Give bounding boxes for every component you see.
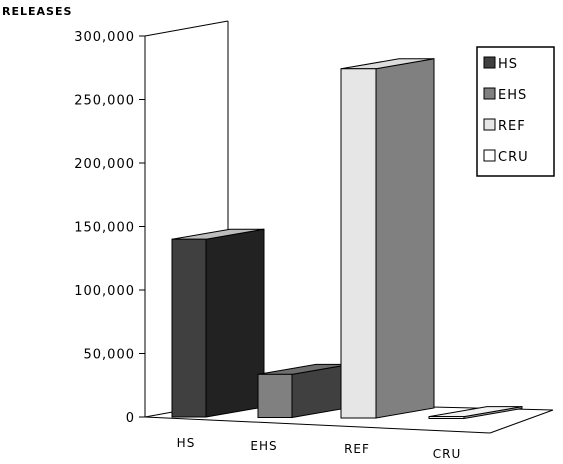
bar-front (428, 416, 465, 420)
bar-hs (171, 228, 265, 418)
y-tick-label: 150,000 (74, 221, 135, 236)
bar-front (340, 68, 377, 419)
bar-ref (340, 58, 435, 419)
bar-ehs (257, 363, 351, 419)
y-axis-ticks: 0 50,000 100,000 150,000 200,000 250,000 300,0… (74, 30, 145, 426)
legend-swatch (483, 118, 496, 131)
legend-label: REF (498, 119, 526, 134)
bar-front (257, 373, 293, 419)
legend: HS EHS REF CRU (476, 46, 555, 177)
bar-front (171, 238, 207, 418)
y-tick-label: 100,000 (74, 284, 135, 299)
floor-right-edge (489, 409, 554, 434)
x-axis-categories: HS EHS REF CRU (177, 436, 462, 461)
x-axis-line (144, 416, 491, 434)
y-tick-label: 250,000 (74, 94, 135, 109)
y-tick-label: 200,000 (74, 157, 135, 172)
legend-swatch (483, 87, 496, 100)
y-tick-label: 0 (126, 411, 135, 426)
bar-cru (428, 406, 523, 420)
bar-top (428, 406, 523, 418)
y-tick-label: 50,000 (84, 348, 136, 363)
chart-bars (171, 58, 523, 420)
legend-swatch (483, 149, 496, 162)
legend-swatch (483, 56, 496, 69)
y-axis-title: RELEASES (2, 5, 72, 18)
x-category-label: HS (177, 436, 196, 450)
wall-top-edge (144, 20, 229, 37)
x-category-label: EHS (250, 439, 277, 453)
bar-side (375, 58, 435, 419)
y-tick-label: 300,000 (74, 30, 135, 45)
x-category-label: REF (344, 442, 370, 456)
legend-label: HS (498, 57, 518, 72)
legend-label: EHS (498, 88, 527, 103)
bar-side (205, 228, 265, 418)
x-category-label: CRU (433, 447, 462, 461)
legend-label: CRU (498, 150, 529, 165)
